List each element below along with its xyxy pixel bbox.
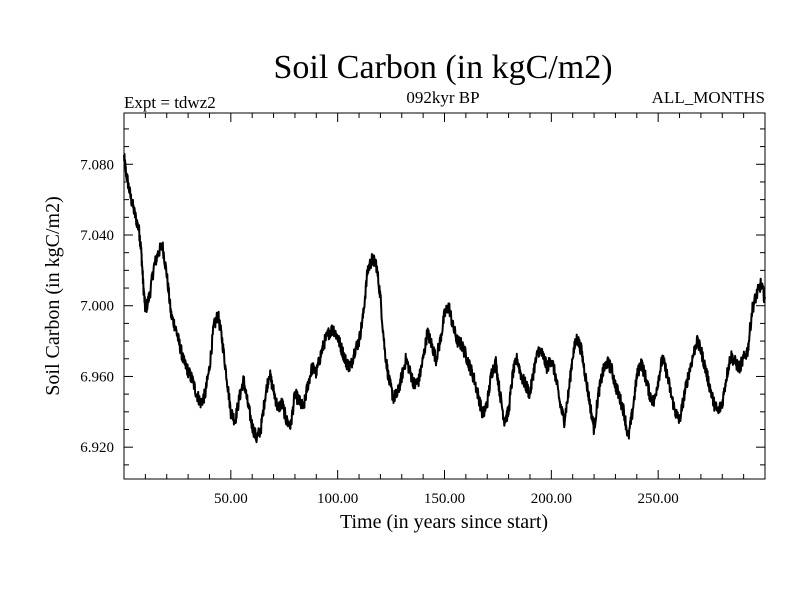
plot-frame (123, 112, 766, 480)
y-tick-label: 6.920 (80, 440, 114, 456)
axis-tick-labels: 50.00 100.00 150.00 200.00 250.00 6.920 6.960 7… (80, 157, 679, 507)
months-label: ALL_MONTHS (652, 88, 765, 107)
y-tick-label: 7.000 (80, 299, 114, 315)
y-tick-label: 7.040 (80, 228, 114, 244)
axis-ticks (124, 113, 765, 479)
x-tick-label: 200.00 (531, 491, 572, 507)
period-label: 092kyr BP (406, 88, 479, 107)
x-tick-label: 150.00 (424, 491, 465, 507)
y-tick-label: 7.080 (80, 157, 114, 173)
y-axis-label: Soil Carbon (in kgC/m2) (42, 196, 64, 395)
series-line (123, 153, 766, 444)
x-tick-label: 100.00 (317, 491, 358, 507)
x-axis-label: Time (in years since start) (340, 511, 548, 533)
y-tick-label: 6.960 (80, 369, 114, 385)
chart-title: Soil Carbon (in kgC/m2) (273, 49, 612, 86)
x-tick-label: 250.00 (638, 491, 679, 507)
x-tick-label: 50.00 (214, 491, 248, 507)
experiment-label: Expt = tdwz2 (124, 93, 216, 112)
